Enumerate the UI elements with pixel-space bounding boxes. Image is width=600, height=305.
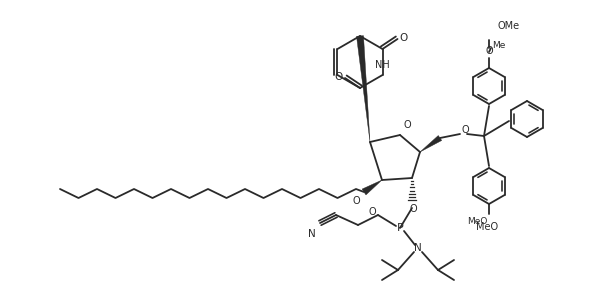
Text: Me: Me — [492, 41, 505, 51]
Text: N: N — [414, 243, 422, 253]
Text: O: O — [368, 207, 376, 217]
Text: OMe: OMe — [498, 21, 520, 31]
Text: MeO: MeO — [467, 217, 487, 226]
Polygon shape — [420, 135, 442, 152]
Text: O: O — [352, 196, 360, 206]
Text: MeO: MeO — [476, 222, 498, 232]
Text: NH: NH — [375, 60, 390, 70]
Text: O: O — [485, 46, 493, 56]
Text: O: O — [403, 120, 410, 130]
Text: O: O — [400, 33, 408, 43]
Text: O: O — [409, 204, 417, 214]
Polygon shape — [362, 180, 382, 195]
Text: N: N — [308, 229, 316, 239]
Text: O: O — [462, 125, 470, 135]
Text: P: P — [397, 223, 403, 233]
Text: O: O — [335, 72, 343, 82]
Polygon shape — [356, 36, 370, 142]
